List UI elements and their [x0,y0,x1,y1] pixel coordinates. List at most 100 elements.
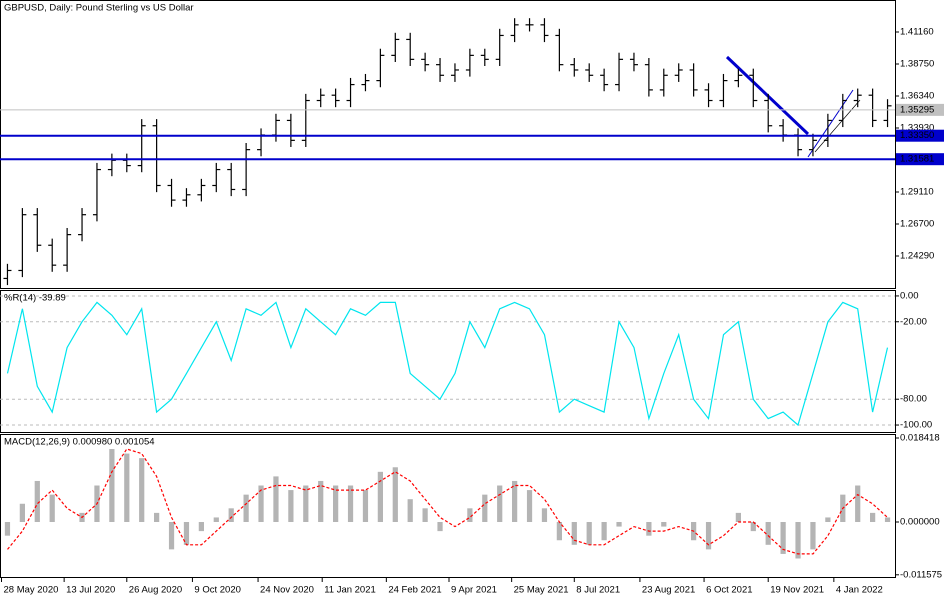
y-tick-label: -100.00 [900,420,932,431]
macd-bar [705,522,712,550]
y-tick-label: -0.011575 [900,569,942,580]
macd-bar [541,508,548,523]
macd-bar [750,522,756,532]
macd-bar [735,512,741,523]
macd-bar [795,522,801,559]
x-tick-label: 11 Jan 2021 [324,585,376,596]
macd-bar [213,517,219,523]
macd-bar [243,494,249,523]
trend-lines [725,55,861,158]
macd-bar [168,522,175,550]
macd-bar [273,476,279,523]
macd-bar [347,485,354,523]
macd-bar [34,480,40,523]
x-tick-label: 6 Oct 2021 [706,585,752,596]
macd-bar [288,490,294,523]
y-tick-label: -20.00 [900,316,927,327]
x-tick-label: 26 Aug 2020 [129,585,182,596]
macd-bar [467,508,473,523]
y-tick-label: 0.018418 [900,433,940,444]
y-tick-label: 1.36340 [900,91,934,102]
macd-bar [318,480,324,523]
x-tick-label: 24 Nov 2020 [260,585,314,596]
panel-title: MACD(12,26,9) 0.000980 0.001054 [4,437,155,448]
y-tick-label: 1.33930 [900,123,934,134]
price-frame [0,0,896,289]
y-tick-label: 1.38750 [900,59,934,70]
macd-bar [422,508,428,523]
y-tick-label: 1.26700 [900,219,934,230]
macd-bar [825,517,831,523]
y-tick-label: 0.00 [900,290,919,301]
trend-line [725,55,810,136]
macd-bar [870,512,876,523]
macd-bar [780,522,786,554]
macd-bar [392,467,398,523]
macd-bar [482,494,488,523]
macd-bar [124,453,130,523]
y-tick-label: 1.41160 [900,27,934,38]
macd-bar [646,522,652,536]
current-price-box [896,103,944,116]
macd-bar [407,499,413,523]
channel-line [814,99,861,153]
macd-bar [228,508,234,523]
signal-line [7,448,888,555]
macd-bar [49,494,55,523]
panel-title: GBPUSD, Daily: Pound Sterling vs US Doll… [4,3,194,14]
x-tick-label: 9 Oct 2020 [194,585,240,596]
macd-bar [586,522,592,545]
x-tick-label: 28 May 2020 [3,585,58,596]
macd-bar [198,522,204,532]
macd-bar [884,517,891,523]
macd-bar [556,522,562,541]
channel-line [807,89,854,158]
macd-bar [333,485,339,523]
wpr-line [6,301,889,427]
macd-bar [855,485,861,523]
x-tick-label: 19 Nov 2021 [770,585,824,596]
x-tick-label: 25 May 2021 [514,585,569,596]
wpr-frame [0,290,896,433]
macd-bar [526,490,533,523]
y-tick-label: 1.24290 [900,251,934,262]
macd-bar [377,471,383,523]
macd-bar [571,522,577,545]
macd-frame [0,434,896,578]
y-tick-label: 0.000000 [900,517,940,528]
y-tick-label: -80.00 [900,394,927,405]
macd-bar [661,522,667,527]
macd-bar [512,480,518,523]
x-tick-label: 13 Jul 2020 [66,585,115,596]
macd-bar [497,485,503,523]
panel-frames [0,0,896,578]
x-tick-label: 4 Jan 2022 [836,585,883,596]
panel-title: %R(14) -39.89 [4,293,66,304]
macd-bar [19,503,25,523]
x-tick-label: 9 Apr 2021 [451,585,497,596]
x-tick-label: 8 Jul 2021 [576,585,620,596]
level-label: 1.31581 [900,154,934,165]
level-box [896,153,944,166]
macd-bar [616,522,622,527]
level-label: 1.33350 [900,130,934,141]
macd-bar [139,458,145,523]
macd-bar [4,522,11,536]
macd-bar [362,490,369,523]
macd-bar [601,522,607,541]
macd-bar [154,512,160,523]
macd-bar [765,522,771,545]
macd-bar [810,522,816,550]
level-box [896,129,944,142]
y-tick-label: 1.29110 [900,187,934,198]
current-price-label: 1.35295 [900,104,934,115]
macd-bar [303,485,309,523]
x-tick-label: 23 Aug 2021 [642,585,695,596]
x-tick-label: 24 Feb 2021 [388,585,441,596]
macd-bar [437,522,443,532]
macd-bar [183,522,190,545]
macd-bar [258,485,264,523]
macd-bar [109,449,115,523]
